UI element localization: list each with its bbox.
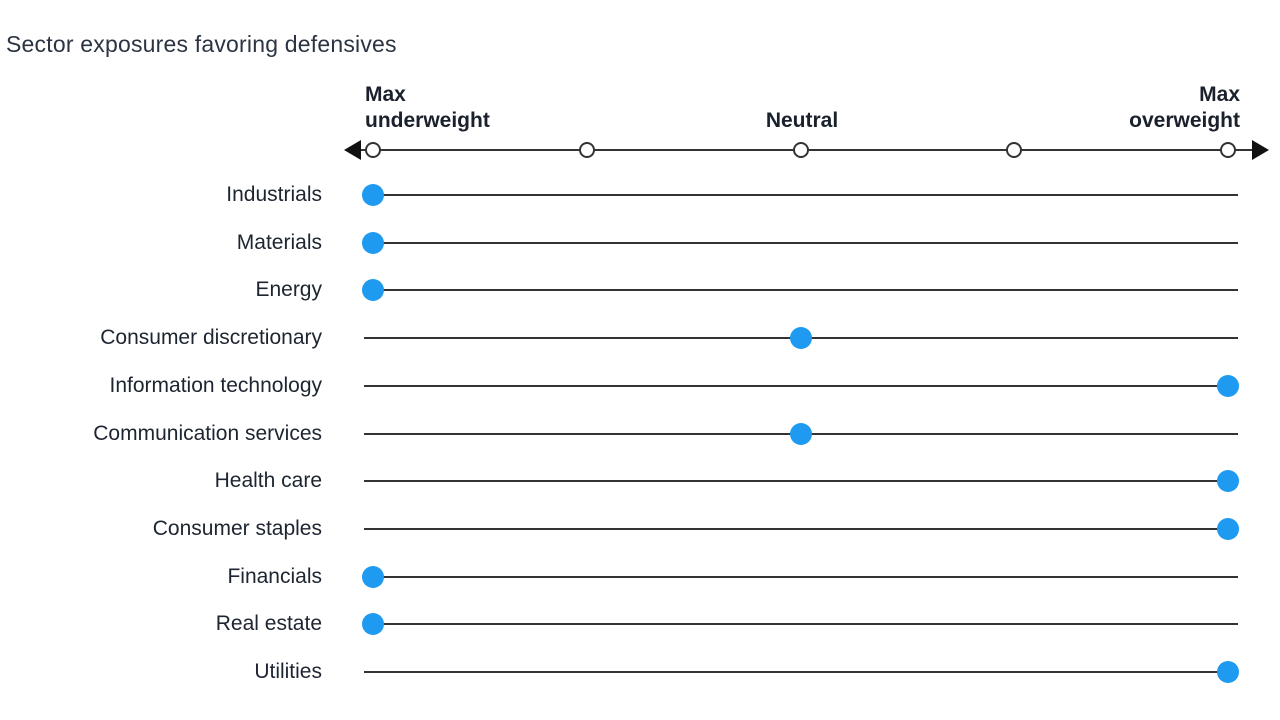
sector-row: Energy [0,266,1280,314]
sector-row: Materials [0,219,1280,267]
sector-track-line [364,289,1238,292]
sector-row: Financials [0,553,1280,601]
sector-label: Communication services [93,421,322,445]
sector-label: Health care [214,469,322,493]
sector-label: Consumer staples [152,516,322,540]
axis-tick-circle [1220,142,1236,158]
sector-row: Consumer discretionary [0,314,1280,362]
sector-row: Consumer staples [0,505,1280,553]
axis-label-line: underweight [365,109,490,132]
axis-tick-circle [578,142,595,158]
axis-label-line: Max [365,83,406,106]
exposure-dot [1217,661,1239,683]
axis-label-max-overweight: Max overweight [1129,82,1240,134]
axis-tick-circle [792,142,809,158]
sector-label: Financials [227,564,322,588]
exposure-dot [362,231,384,254]
sector-track-line [364,384,1238,387]
sector-track-line [364,623,1238,626]
sector-track-line [364,575,1238,578]
exposure-dot [362,279,384,302]
axis-label-line: overweight [1129,109,1240,132]
sector-track-line [364,671,1238,673]
axis-tick-circle [1006,142,1023,158]
sector-track-line [364,527,1238,530]
chart-title: Sector exposures favoring defensives [6,31,397,57]
sector-row: Industrials [0,171,1280,219]
sector-track-line [364,194,1238,196]
sector-row: Utilities [0,648,1280,696]
axis-label-max-underweight: Max underweight [365,82,490,134]
sector-row: Real estate [0,600,1280,648]
sector-row: Communication services [0,410,1280,458]
right-arrow-icon [1252,140,1269,160]
exposure-dot [1217,470,1239,493]
sector-label: Real estate [215,612,322,636]
exposure-dot [1217,374,1239,397]
axis-tick-circle [365,142,381,158]
axis-label-neutral: Neutral [765,109,839,132]
sector-track-line [364,241,1238,244]
exposure-dot [362,613,384,636]
exposure-dot [362,184,384,206]
sector-label: Information technology [109,373,322,397]
sector-label: Utilities [254,660,322,683]
sector-label: Materials [236,230,322,254]
axis-label-line: Max [1199,83,1240,106]
sector-row: Health care [0,457,1280,505]
sector-row: Information technology [0,362,1280,410]
sector-label: Energy [255,278,322,302]
sector-label: Consumer discretionary [100,326,322,350]
exposure-dot [1217,517,1239,540]
sector-label: Industrials [226,183,322,206]
exposure-dot [789,422,812,445]
sector-track-line [364,480,1238,483]
exposure-dot [362,565,384,588]
left-arrow-icon [344,140,361,160]
exposure-dot [789,327,812,350]
